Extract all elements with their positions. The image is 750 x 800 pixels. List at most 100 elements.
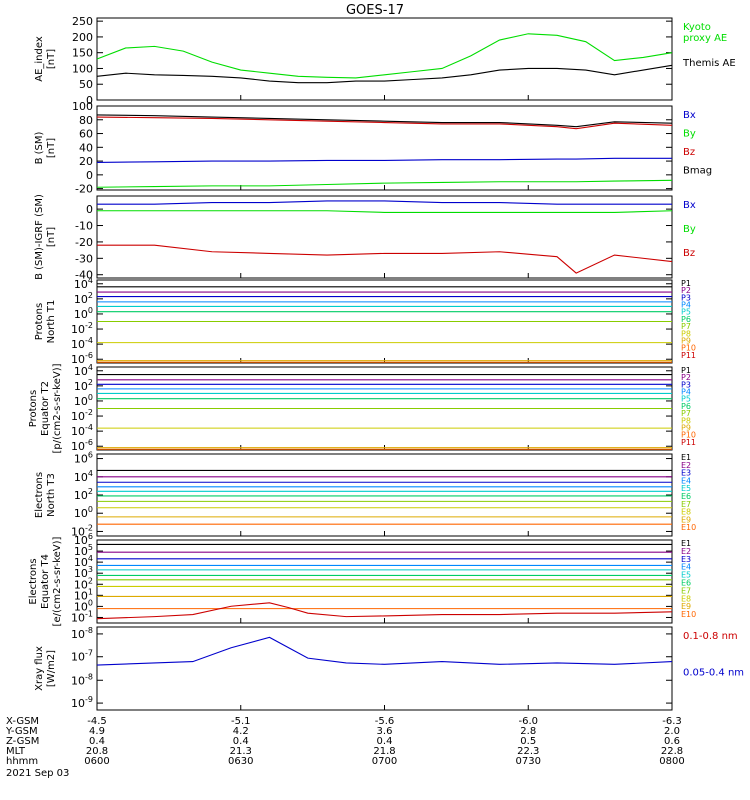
legend-entry: P8 [681, 416, 691, 425]
series-line-bx [97, 200, 672, 205]
y-axis-label: [e/(cm2-s-sr-keV)] [52, 536, 63, 626]
x-axis-value: 0.4 [89, 736, 105, 747]
legend-entry: E9 [681, 515, 691, 524]
y-tick-label: 250 [72, 15, 93, 28]
legend-entry: Bx [683, 110, 696, 121]
y-tick-label: 150 [72, 47, 93, 60]
legend-entry: proxy AE [683, 33, 727, 44]
series-line-0-05-0-4-nm [96, 636, 673, 666]
legend-entry: P10 [681, 344, 696, 353]
y-tick-label: -40 [75, 269, 93, 282]
x-axis-value: 22.8 [661, 746, 683, 757]
x-axis-value: -4.5 [87, 716, 107, 727]
series-line-0-1-0-8-nm [96, 602, 673, 620]
series-line-kyoto-proxy-ae [96, 33, 673, 79]
y-tick-label: 0 [86, 94, 93, 107]
y-tick-label: 102 [74, 378, 93, 393]
legend-entry: 0.05-0.4 nm [683, 668, 744, 679]
y-tick-label: -10 [75, 220, 93, 233]
y-axis-label: Xray flux [34, 646, 45, 691]
panel-frame [96, 17, 673, 101]
y-tick-label: -30 [75, 252, 93, 265]
y-tick-label: 10-2 [71, 321, 93, 336]
y-tick-label: 102 [74, 291, 93, 306]
panel-xray: 10-9 10-8 10-7 10-8 Xray flux [W/m2] 0.1-0.8 n… [34, 602, 744, 711]
legend-entry: E7 [681, 586, 691, 595]
series-line-by [96, 179, 673, 188]
series-line-bz [96, 116, 673, 130]
panel-bigrf: -40 -30 -20 -10 0 B (SM)-IGRF (SM) [nT] Bx By Bz [34, 194, 696, 282]
legend-entry: P11 [681, 438, 696, 447]
legend-entry: Themis AE [682, 58, 736, 69]
legend-entry: P7 [681, 409, 691, 418]
legend-entry: P3 [681, 380, 691, 389]
legend-entry: E5 [681, 571, 691, 580]
legend-entry: P2 [681, 286, 691, 295]
legend-entry: E10 [681, 523, 696, 532]
x-axis-date: 2021 Sep 03 [6, 768, 69, 779]
legend-entry: E1 [681, 453, 691, 462]
x-axis-value: 0.4 [233, 736, 249, 747]
series-line-bz [97, 244, 673, 274]
legend-entry: E7 [681, 500, 691, 509]
y-axis-label: Equator T4 [40, 554, 51, 609]
x-axis-value: -6.3 [662, 716, 682, 727]
x-axis-value: 4.2 [233, 726, 249, 737]
y-tick-label: 40 [79, 141, 93, 154]
y-axis-label: B (SM) [34, 131, 45, 164]
y-tick-label: 200 [72, 31, 93, 44]
legend-entry: P1 [681, 366, 691, 375]
chart-title: GOES-17 [346, 3, 404, 18]
x-axis-row-label: Z-GSM [6, 736, 39, 747]
x-axis-value: 0700 [372, 756, 397, 767]
x-axis-value: 21.3 [230, 746, 252, 757]
y-axis-label: Equator T2 [40, 381, 51, 436]
y-axis-label: Protons [28, 390, 39, 427]
y-tick-label: 10-9 [71, 695, 93, 710]
y-tick-label: 10-2 [71, 408, 93, 423]
series-line-bx [96, 157, 672, 164]
x-axis-value: 3.6 [377, 726, 393, 737]
y-tick-label: 106 [74, 451, 93, 466]
x-axis-value: -5.1 [231, 716, 251, 727]
legend-entry: P6 [681, 402, 691, 411]
legend-entry: Kyoto [683, 22, 711, 33]
x-axis-row-label: X-GSM [6, 716, 39, 727]
legend-entry: P10 [681, 431, 696, 440]
y-axis-label: [nT] [46, 138, 57, 158]
x-axis-value: 2.0 [664, 726, 680, 737]
series-line-themis-ae [96, 64, 673, 84]
legend-entry: P11 [681, 351, 696, 360]
legend-entry: Bz [683, 248, 695, 259]
y-axis-label: AE_index [34, 36, 45, 82]
x-axis-value: 2.8 [520, 726, 536, 737]
y-tick-label: 100 [72, 62, 93, 75]
y-tick-label: 80 [79, 114, 93, 127]
legend-entry: Bmag [683, 166, 712, 177]
x-axis-value: 20.8 [86, 746, 108, 757]
legend-entry: P1 [681, 279, 691, 288]
y-axis-label: [W/m2] [46, 650, 57, 687]
y-axis-label: [nT] [46, 227, 57, 247]
y-axis-label: B (SM)-IGRF (SM) [34, 194, 45, 280]
legend-entry: By [683, 224, 696, 235]
legend-entry: P4 [681, 301, 691, 310]
y-tick-label: 10-7 [71, 649, 93, 664]
legend-entry: E9 [681, 602, 691, 611]
y-tick-label: 10-4 [71, 336, 93, 351]
legend-entry: E6 [681, 579, 691, 588]
y-axis-label: [nT] [46, 49, 57, 69]
legend-entry: P3 [681, 293, 691, 302]
legend-entry: E2 [681, 461, 691, 470]
x-axis-value: 0630 [228, 756, 253, 767]
legend-entry: Bz [683, 147, 695, 158]
x-axis-value: -6.0 [518, 716, 538, 727]
legend-entry: E8 [681, 508, 691, 517]
y-tick-label: 102 [74, 487, 93, 502]
panel-frame [96, 105, 673, 191]
x-axis-value: 0.6 [664, 736, 680, 747]
